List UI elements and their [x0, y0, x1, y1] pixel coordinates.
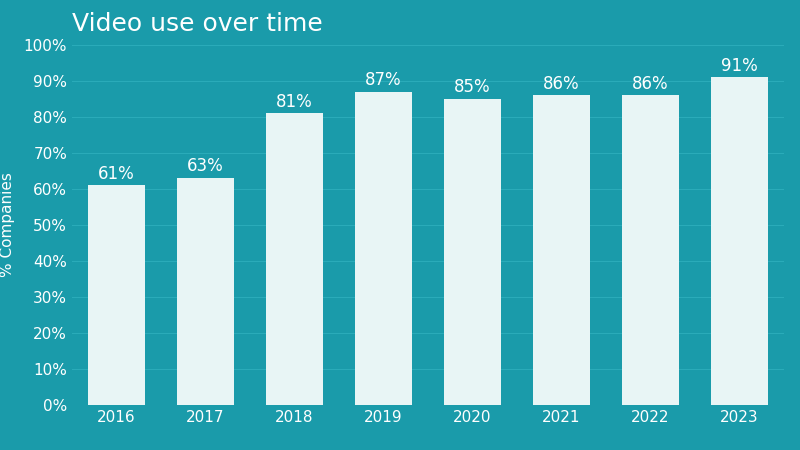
Text: Video use over time: Video use over time: [72, 12, 322, 36]
Y-axis label: % Companies: % Companies: [0, 172, 15, 278]
Text: 91%: 91%: [721, 57, 758, 75]
Text: 87%: 87%: [365, 71, 402, 89]
Bar: [710, 77, 769, 405]
Bar: [87, 185, 146, 405]
Bar: [177, 178, 234, 405]
Text: 86%: 86%: [543, 75, 580, 93]
Bar: [622, 95, 679, 405]
Text: 86%: 86%: [632, 75, 669, 93]
Bar: [266, 113, 323, 405]
Text: 85%: 85%: [454, 78, 491, 96]
Text: 63%: 63%: [187, 158, 224, 176]
Bar: [354, 92, 413, 405]
Bar: [443, 99, 502, 405]
Bar: [533, 95, 590, 405]
Text: 81%: 81%: [276, 93, 313, 111]
Text: 61%: 61%: [98, 165, 135, 183]
